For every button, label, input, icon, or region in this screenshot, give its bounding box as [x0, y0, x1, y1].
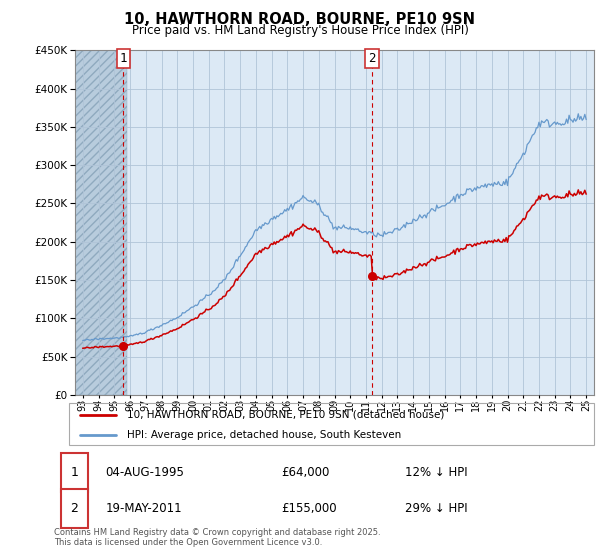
Text: Contains HM Land Registry data © Crown copyright and database right 2025.
This d: Contains HM Land Registry data © Crown c… [54, 528, 380, 547]
Text: £155,000: £155,000 [281, 502, 337, 515]
Text: £64,000: £64,000 [281, 466, 329, 479]
Text: 19-MAY-2011: 19-MAY-2011 [106, 502, 182, 515]
Bar [61, 453, 88, 492]
Text: 2: 2 [71, 502, 79, 515]
Text: 29% ↓ HPI: 29% ↓ HPI [405, 502, 467, 515]
Text: 12% ↓ HPI: 12% ↓ HPI [405, 466, 467, 479]
Text: 1: 1 [119, 52, 127, 65]
Text: HPI: Average price, detached house, South Kesteven: HPI: Average price, detached house, Sout… [127, 430, 401, 440]
Text: 1: 1 [71, 466, 79, 479]
Text: Price paid vs. HM Land Registry's House Price Index (HPI): Price paid vs. HM Land Registry's House … [131, 24, 469, 36]
Text: 10, HAWTHORN ROAD, BOURNE, PE10 9SN (detached house): 10, HAWTHORN ROAD, BOURNE, PE10 9SN (det… [127, 410, 444, 420]
Text: 2: 2 [368, 52, 376, 65]
Text: 04-AUG-1995: 04-AUG-1995 [106, 466, 184, 479]
Bar [61, 488, 88, 528]
Text: 10, HAWTHORN ROAD, BOURNE, PE10 9SN: 10, HAWTHORN ROAD, BOURNE, PE10 9SN [125, 12, 476, 27]
